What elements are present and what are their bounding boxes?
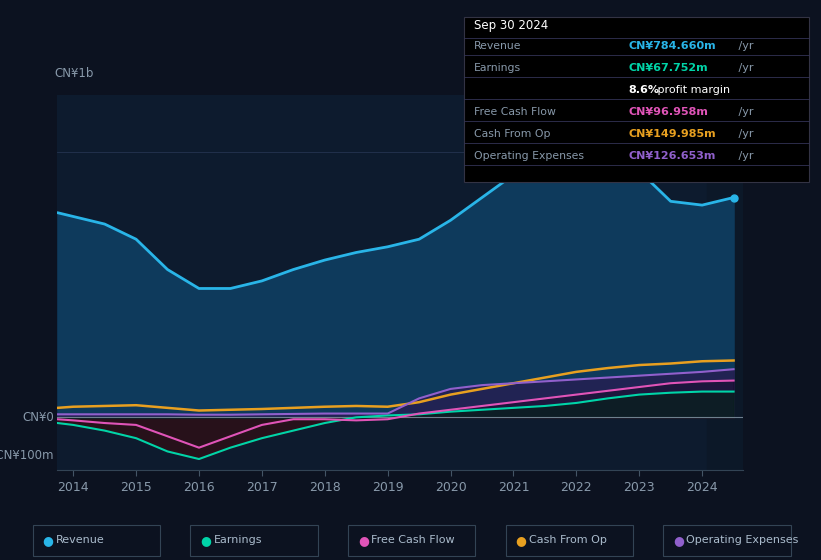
Text: Cash From Op: Cash From Op [529, 535, 607, 545]
Text: CN¥784.660m: CN¥784.660m [628, 41, 716, 52]
Text: CN¥1b: CN¥1b [54, 67, 94, 80]
Text: /yr: /yr [735, 129, 754, 139]
Text: ●: ● [673, 534, 684, 547]
Bar [707, 95, 755, 470]
Text: Revenue: Revenue [56, 535, 104, 545]
Text: Revenue: Revenue [474, 41, 521, 52]
Text: /yr: /yr [735, 41, 754, 52]
Text: Free Cash Flow: Free Cash Flow [474, 108, 556, 118]
Text: ●: ● [516, 534, 526, 547]
Text: CN¥149.985m: CN¥149.985m [628, 129, 716, 139]
Text: CN¥126.653m: CN¥126.653m [628, 151, 715, 161]
Text: /yr: /yr [735, 63, 754, 73]
Text: profit margin: profit margin [654, 85, 731, 95]
Text: 8.6%: 8.6% [628, 85, 659, 95]
Text: Earnings: Earnings [474, 63, 521, 73]
Text: Operating Expenses: Operating Expenses [474, 151, 584, 161]
Text: /yr: /yr [735, 108, 754, 118]
Text: Earnings: Earnings [213, 535, 262, 545]
Text: CN¥67.752m: CN¥67.752m [628, 63, 708, 73]
Text: ●: ● [43, 534, 53, 547]
Text: /yr: /yr [735, 151, 754, 161]
Text: -CN¥100m: -CN¥100m [0, 449, 54, 462]
Text: Operating Expenses: Operating Expenses [686, 535, 799, 545]
Text: CN¥96.958m: CN¥96.958m [628, 108, 708, 118]
Text: ●: ● [200, 534, 211, 547]
Text: CN¥0: CN¥0 [22, 411, 54, 424]
Text: ●: ● [358, 534, 369, 547]
Text: Cash From Op: Cash From Op [474, 129, 550, 139]
Text: Free Cash Flow: Free Cash Flow [371, 535, 455, 545]
Text: Sep 30 2024: Sep 30 2024 [474, 19, 548, 32]
